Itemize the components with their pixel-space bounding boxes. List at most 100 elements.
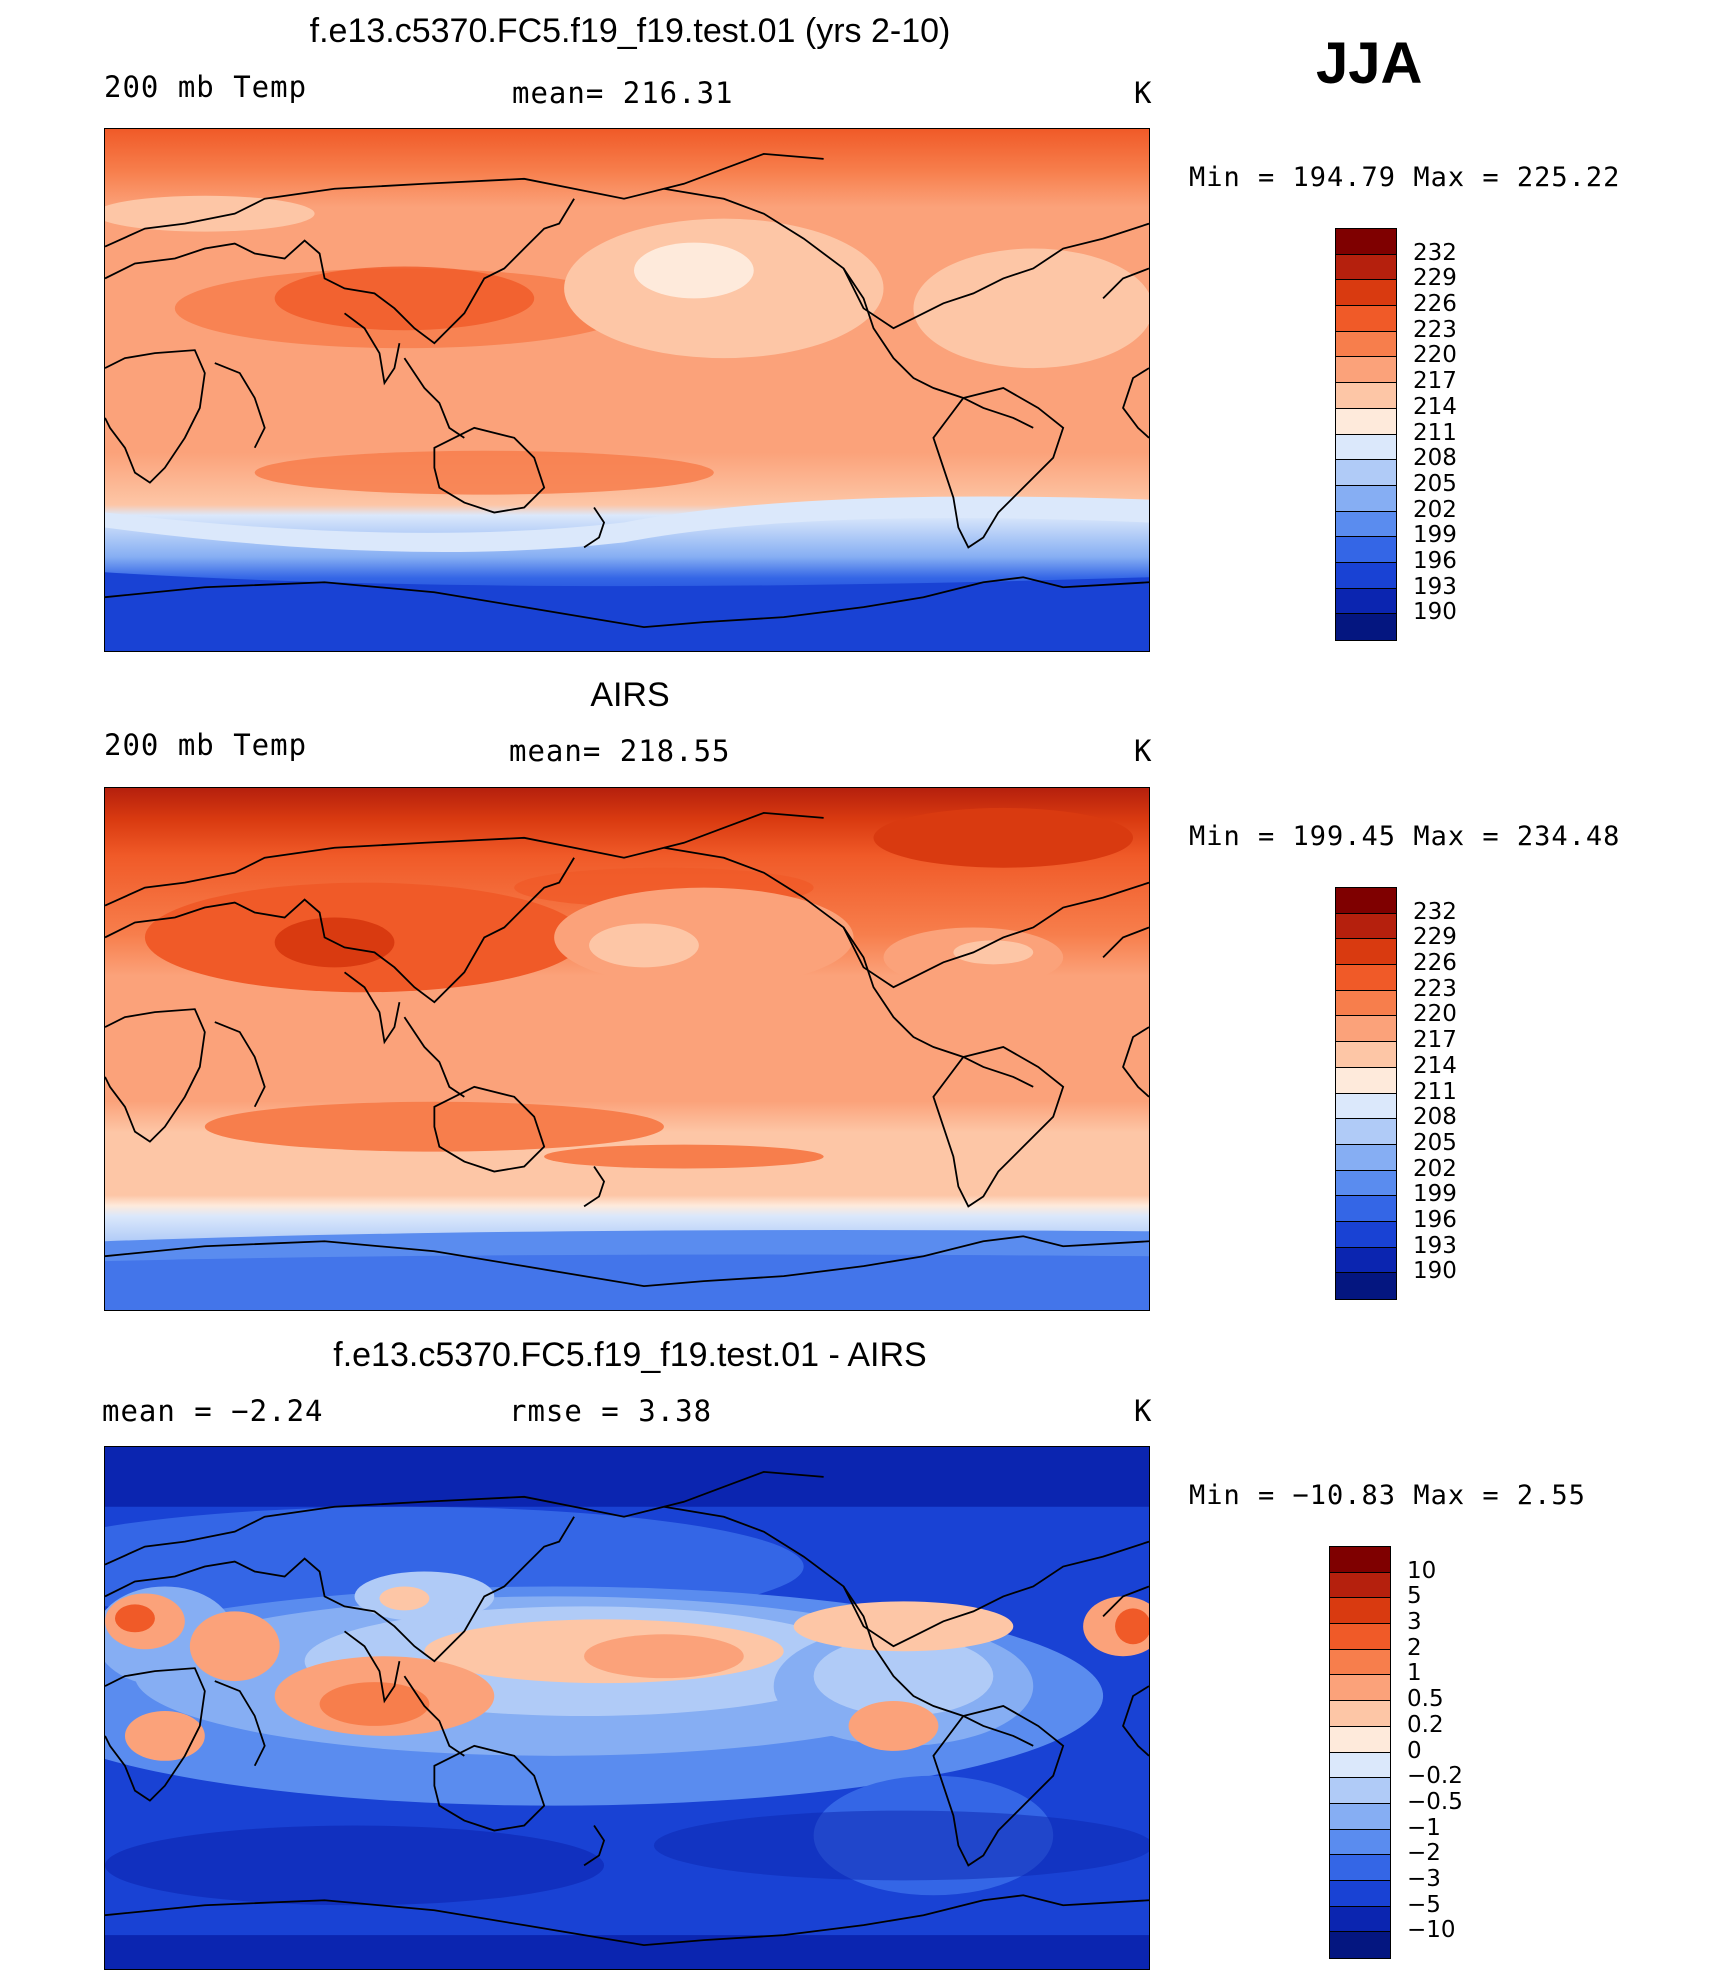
colorbar-tick-label: 232 (1413, 898, 1457, 925)
panel2-colorbar-labels: 232 229 226 223 220 217 214 211 208 205 202 199 196 1… (1413, 887, 1513, 1300)
colorbar-tick-label: 0.5 (1407, 1686, 1444, 1713)
colorbar-swatch (1330, 1726, 1390, 1753)
panel1-variable-label: 200 mb Temp (104, 70, 308, 104)
colorbar-tick-label: 1 (1407, 1660, 1422, 1687)
colorbar-tick-label: 211 (1413, 1078, 1457, 1105)
colorbar-tick-label: 199 (1413, 1181, 1457, 1208)
colorbar-swatch (1336, 254, 1396, 281)
colorbar-swatch (1336, 1247, 1396, 1274)
panel2-minmax: Min = 199.45 Max = 234.48 (1189, 821, 1621, 852)
colorbar-tick-label: 0 (1407, 1737, 1422, 1764)
colorbar-swatch (1336, 537, 1396, 563)
colorbar-swatch (1330, 1906, 1390, 1933)
colorbar-swatch (1330, 1752, 1390, 1779)
panel2-mean-label: mean= 218.55 (509, 734, 731, 768)
colorbar-tick-label: 202 (1413, 496, 1457, 523)
colorbar-tick-label: −0.5 (1407, 1788, 1463, 1815)
colorbar-swatch (1330, 1675, 1390, 1702)
panel1-colorbar-labels: 232 229 226 223 220 217 214 211 208 205 202 199 196 1… (1413, 228, 1513, 641)
colorbar-swatch (1336, 1093, 1396, 1120)
colorbar-swatch (1336, 357, 1396, 384)
colorbar-swatch (1336, 888, 1396, 914)
colorbar-tick-label: −10 (1407, 1917, 1456, 1944)
colorbar-tick-label: 199 (1413, 522, 1457, 549)
colorbar-tick-label: 217 (1413, 1027, 1457, 1054)
colorbar-tick-label: 229 (1413, 924, 1457, 951)
colorbar-tick-label: 193 (1413, 1232, 1457, 1259)
colorbar-tick-label: 232 (1413, 239, 1457, 266)
colorbar-tick-label: 5 (1407, 1583, 1422, 1610)
panel1-title: f.e13.c5370.FC5.f19_f19.test.01 (yrs 2-1… (309, 12, 951, 50)
panel3-title: f.e13.c5370.FC5.f19_f19.test.01 - AIRS (333, 1336, 927, 1374)
colorbar-swatch (1330, 1778, 1390, 1804)
colorbar-swatch (1330, 1547, 1390, 1573)
colorbar-tick-label: 220 (1413, 342, 1457, 369)
colorbar-tick-label: 217 (1413, 368, 1457, 395)
colorbar-swatch (1336, 562, 1396, 589)
panel2-units-label: K (1134, 734, 1153, 768)
colorbar-swatch (1330, 1932, 1390, 1958)
colorbar-tick-label: 190 (1413, 599, 1457, 626)
colorbar-tick-label: 214 (1413, 1052, 1457, 1079)
colorbar-swatch (1330, 1701, 1390, 1727)
colorbar-tick-label: 202 (1413, 1155, 1457, 1182)
colorbar-swatch (1330, 1803, 1390, 1830)
panel1-units-label: K (1134, 76, 1153, 110)
colorbar-swatch (1336, 1067, 1396, 1094)
panel2-coastlines (105, 811, 1149, 1287)
colorbar-tick-label: −5 (1407, 1891, 1441, 1918)
panel3-map-svg (105, 1447, 1149, 1969)
panel3-rmse-label: rmse = 3.38 (509, 1394, 713, 1428)
panel3-mean-label: mean = −2.24 (102, 1394, 324, 1428)
colorbar-tick-label: 208 (1413, 445, 1457, 472)
colorbar-swatch (1336, 331, 1396, 358)
colorbar-tick-label: −3 (1407, 1865, 1441, 1892)
colorbar-tick-label: −0.2 (1407, 1763, 1463, 1790)
panel3-units-label: K (1134, 1394, 1153, 1428)
panel3-map (104, 1446, 1150, 1970)
colorbar-swatch (1336, 1144, 1396, 1171)
colorbar-swatch (1336, 1119, 1396, 1145)
colorbar-tick-label: 211 (1413, 419, 1457, 446)
colorbar-tick-label: 205 (1413, 1129, 1457, 1156)
colorbar-tick-label: 223 (1413, 316, 1457, 343)
panel3-colorbar-labels: 10 5 3 2 1 0.5 0.2 0 −0.2 −0.5 −1 −2 −3 −5 −10 (1407, 1546, 1507, 1959)
colorbar-tick-label: 190 (1413, 1258, 1457, 1285)
colorbar-swatch (1336, 614, 1396, 640)
panel1-map (104, 128, 1150, 652)
colorbar-tick-label: 196 (1413, 1206, 1457, 1233)
colorbar-tick-label: 214 (1413, 393, 1457, 420)
colorbar-tick-label: 2 (1407, 1634, 1422, 1661)
colorbar-swatch (1336, 229, 1396, 255)
colorbar-swatch (1336, 434, 1396, 461)
colorbar-swatch (1330, 1829, 1390, 1856)
panel2-variable-label: 200 mb Temp (104, 728, 308, 762)
colorbar-swatch (1336, 1273, 1396, 1299)
colorbar-swatch (1330, 1598, 1390, 1625)
panel3-minmax: Min = −10.83 Max = 2.55 (1189, 1480, 1586, 1511)
colorbar-swatch (1336, 1196, 1396, 1222)
colorbar-swatch (1336, 1170, 1396, 1197)
colorbar-swatch (1336, 460, 1396, 486)
panel3-colorbar (1329, 1546, 1391, 1959)
panel2-title: AIRS (590, 676, 670, 714)
colorbar-swatch (1336, 511, 1396, 538)
colorbar-swatch (1336, 965, 1396, 991)
colorbar-swatch (1330, 1855, 1390, 1881)
colorbar-swatch (1330, 1880, 1390, 1907)
colorbar-tick-label: 10 (1407, 1557, 1437, 1584)
colorbar-swatch (1336, 280, 1396, 307)
colorbar-tick-label: 226 (1413, 291, 1457, 318)
colorbar-swatch (1336, 408, 1396, 435)
colorbar-tick-label: −1 (1407, 1814, 1441, 1841)
season-label: JJA (1316, 31, 1423, 96)
colorbar-swatch (1336, 1016, 1396, 1043)
colorbar-swatch (1336, 383, 1396, 409)
panel1-colorbar (1335, 228, 1397, 641)
colorbar-swatch (1336, 306, 1396, 332)
panel1-map-svg (105, 129, 1149, 651)
colorbar-swatch (1336, 485, 1396, 512)
colorbar-swatch (1330, 1572, 1390, 1599)
colorbar-tick-label: 223 (1413, 975, 1457, 1002)
colorbar-swatch (1330, 1649, 1390, 1676)
